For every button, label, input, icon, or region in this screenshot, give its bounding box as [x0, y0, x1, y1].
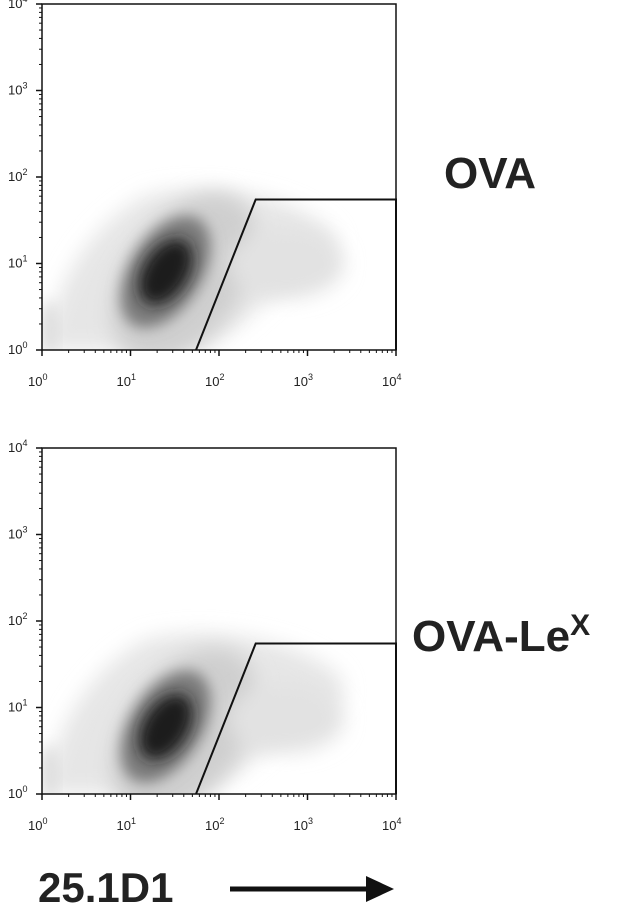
x-tick-label: 102: [205, 372, 224, 389]
x-axis-label: 25.1D1: [38, 864, 173, 908]
panel-label: OVA-LeX: [412, 609, 590, 661]
x-tick-label: 100: [28, 816, 47, 833]
panel-label-superscript: X: [570, 609, 590, 642]
density-cloud: [42, 189, 344, 350]
y-tick-label: 102: [8, 167, 27, 184]
x-tick-label: 104: [382, 372, 401, 389]
density-right-lobe: [227, 229, 344, 298]
y-tick-label: 100: [8, 784, 27, 801]
density-edge-events: [42, 744, 58, 794]
y-tick-label: 104: [8, 438, 27, 455]
y-axis: 100 101 102 103 104: [8, 0, 42, 357]
density-right-lobe: [227, 684, 344, 753]
y-tick-label: 102: [8, 611, 27, 628]
density-core: [139, 239, 193, 305]
x-axis: 100 101 102 103 104: [28, 794, 401, 833]
density-plot-ova-lex: [42, 633, 344, 794]
x-axis: 100 101 102 103 104: [28, 350, 401, 389]
y-tick-label: 104: [8, 0, 27, 11]
x-tick-label: 101: [117, 816, 136, 833]
density-plot-ova: [42, 189, 344, 350]
panel-ova: 100 101 102 103 104 100 101 102 103 104 OVA: [8, 0, 536, 389]
density-cloud: [42, 633, 344, 794]
y-tick-label: 100: [8, 340, 27, 357]
density-core: [139, 694, 193, 760]
x-tick-label: 104: [382, 816, 401, 833]
y-tick-label: 101: [8, 698, 27, 715]
y-axis: 100 101 102 103 104: [8, 438, 42, 801]
x-tick-label: 102: [205, 816, 224, 833]
y-tick-label: 103: [8, 525, 27, 542]
density-edge-events: [42, 300, 58, 350]
x-tick-label: 100: [28, 372, 47, 389]
panel-ova-lex: 100 101 102 103 104 100 101 102 103 104 OVA-LeX: [8, 438, 590, 833]
y-tick-label: 101: [8, 254, 27, 271]
arrow-right-icon: [230, 876, 394, 902]
x-tick-label: 101: [117, 372, 136, 389]
x-tick-label: 103: [294, 372, 313, 389]
y-tick-label: 103: [8, 81, 27, 98]
panel-label: OVA: [444, 149, 536, 198]
x-tick-label: 103: [294, 816, 313, 833]
